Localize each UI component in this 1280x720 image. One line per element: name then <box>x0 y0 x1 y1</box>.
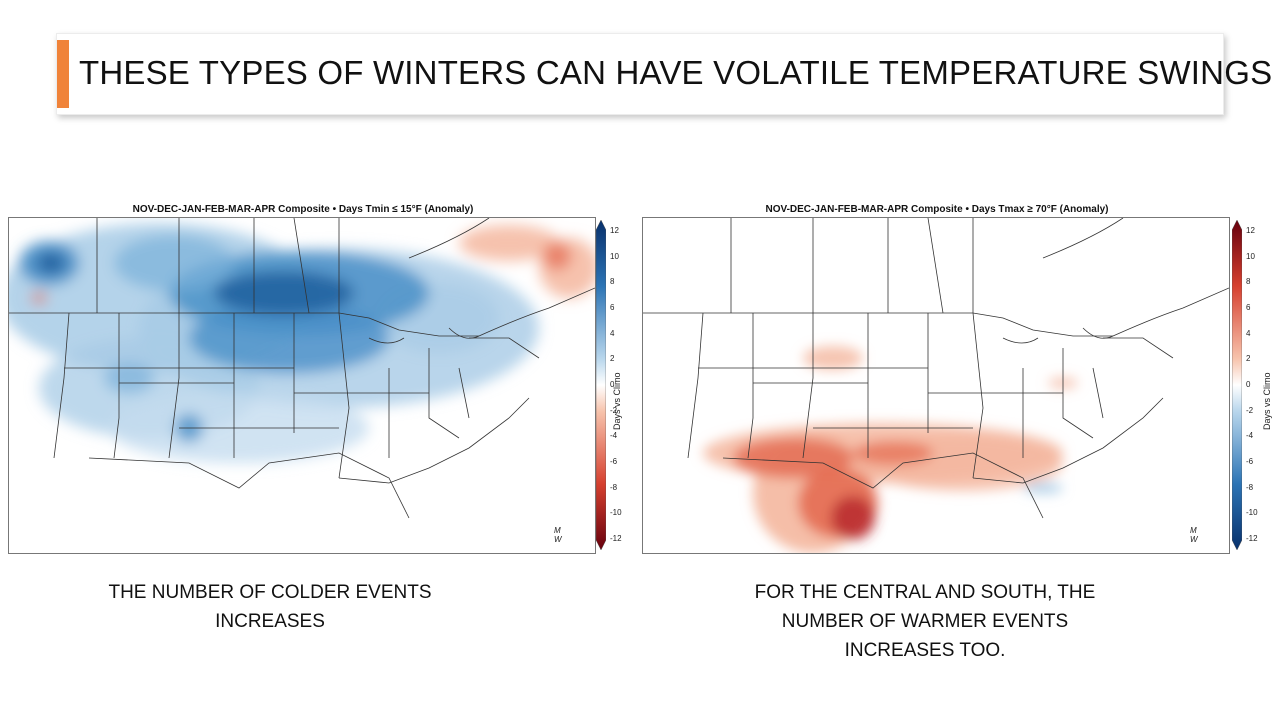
title-accent-bar <box>57 40 69 108</box>
colorbar-tick-label: 12 <box>1246 226 1255 235</box>
colorbar-tick-label: 10 <box>1246 251 1255 261</box>
colorbar-tick-label: -4 <box>610 431 618 441</box>
colorbar-tick-label: 12 <box>610 226 619 235</box>
colorbar-tick-label: -12 <box>610 534 622 543</box>
colorbar-tick-label: 10 <box>610 251 619 261</box>
right-colorbar-title: Days vs Climo <box>1262 372 1272 430</box>
right-map-header: NOV-DEC-JAN-FEB-MAR-APR Composite • Days… <box>765 204 1109 215</box>
left-map <box>8 217 596 554</box>
right-caption: FOR THE CENTRAL AND SOUTH, THE NUMBER OF… <box>754 582 1096 661</box>
left-caption: THE NUMBER OF COLDER EVENTS INCREASES <box>108 582 432 632</box>
colorbar-tick-label: -10 <box>1246 508 1258 518</box>
colorbar-tick-label: 0 <box>610 380 615 389</box>
slide-title-box: THESE TYPES OF WINTERS CAN HAVE VOLATILE… <box>56 33 1272 115</box>
colorbar-tick-label: 4 <box>610 328 615 338</box>
colorbar-tick-label: -6 <box>610 457 618 466</box>
slide-title: THESE TYPES OF WINTERS CAN HAVE VOLATILE… <box>79 54 1273 91</box>
colorbar-tick-label: -6 <box>1246 457 1254 466</box>
colorbar-tick-label: -10 <box>610 508 622 518</box>
colorbar-tick-label: 8 <box>610 277 615 287</box>
colorbar-tick-label: -12 <box>1246 534 1258 543</box>
left-anomaly-field <box>9 223 595 463</box>
right-boundaries <box>643 218 1229 519</box>
right-map <box>642 217 1230 554</box>
colorbar-tick-label: 4 <box>1246 328 1251 338</box>
right-anomaly-field <box>703 346 1078 553</box>
left-colorbar <box>596 220 606 550</box>
colorbar-tick-label: -2 <box>1246 405 1254 415</box>
colorbar-tick-label: 8 <box>1246 277 1251 287</box>
right-colorbar <box>1232 220 1242 550</box>
left-boundaries <box>9 218 595 519</box>
colorbar-tick-label: 2 <box>610 354 615 364</box>
colorbar-tick-label: -2 <box>610 405 618 415</box>
colorbar-tick-label: 6 <box>1246 303 1251 312</box>
colorbar-tick-label: 2 <box>1246 354 1251 364</box>
colorbar-tick-label: -4 <box>1246 431 1254 441</box>
left-map-header: NOV-DEC-JAN-FEB-MAR-APR Composite • Days… <box>132 204 474 215</box>
colorbar-tick-label: 6 <box>610 303 615 312</box>
colorbar-tick-label: -8 <box>610 482 618 492</box>
colorbar-tick-label: -8 <box>1246 482 1254 492</box>
colorbar-tick-label: 0 <box>1246 380 1251 389</box>
left-colorbar-title: Days vs Climo <box>612 372 622 430</box>
